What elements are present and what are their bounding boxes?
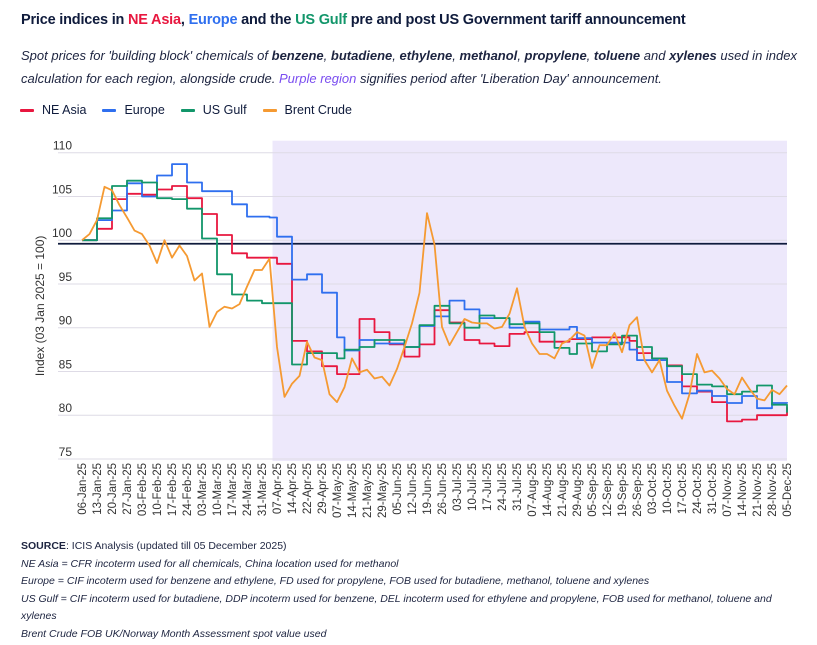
- footnote: Europe = CIF incoterm used for benzene a…: [21, 575, 650, 587]
- x-tick-label: 06-Jan-25: [77, 463, 89, 515]
- x-tick-label: 31-Jul-25: [512, 463, 524, 511]
- x-tick-label: 19-Sep-25: [617, 463, 629, 517]
- series-line-brent-crude: [81, 185, 788, 420]
- x-tick-label: 27-Jan-25: [122, 463, 134, 515]
- footnote: Brent Crude FOB UK/Norway Month Assessme…: [21, 627, 327, 640]
- y-tick-label: 75: [59, 445, 73, 459]
- x-tick-label: 03-Jul-25: [452, 463, 464, 511]
- x-tick-label: 12-Sep-25: [602, 463, 614, 517]
- legend: NE Asia Europe US Gulf Brent Crude: [20, 103, 352, 117]
- x-tick-label: 14-Apr-25: [287, 463, 299, 514]
- x-tick-label: 26-Jun-25: [437, 463, 449, 515]
- x-tick-label: 17-Mar-25: [227, 463, 239, 516]
- legend-item-ne-asia: NE Asia: [20, 103, 86, 117]
- liberation-day-shaded-region: [272, 140, 787, 461]
- legend-swatch: [180, 108, 195, 112]
- y-tick-label: 95: [59, 270, 73, 284]
- footnote: US Gulf = CIF incoterm used for butadien…: [21, 592, 772, 623]
- series-line-us-gulf: [82, 179, 788, 413]
- x-tick-label: 07-Aug-25: [527, 463, 539, 517]
- y-tick-label: 85: [59, 357, 73, 371]
- chart-subtitle: Spot prices for 'building block' chemica…: [21, 48, 797, 86]
- x-tick-label: 03-Mar-25: [197, 463, 209, 516]
- x-tick-label: 13-Jan-25: [92, 463, 104, 515]
- legend-swatch: [20, 108, 34, 112]
- legend-item-europe: Europe: [102, 103, 165, 117]
- x-tick-label: 10-Jul-25: [467, 463, 479, 511]
- x-tick-label: 29-Aug-25: [572, 463, 584, 517]
- x-tick-label: 24-Feb-25: [182, 463, 194, 516]
- x-tick-label: 10-Feb-25: [152, 463, 164, 516]
- y-tick-label: 80: [59, 401, 73, 415]
- title-ne-asia: NE Asia: [128, 12, 181, 28]
- x-tick-label: 21-Aug-25: [557, 463, 569, 517]
- x-tick-label: 05-Jun-25: [392, 463, 404, 515]
- x-tick-label: 14-May-25: [347, 463, 359, 518]
- x-tick-label: 17-Jul-25: [482, 463, 494, 511]
- x-tick-label: 24-Mar-25: [242, 463, 254, 516]
- chart-title: Price indices in NE Asia, Europe and the…: [21, 12, 686, 28]
- title-us-gulf: US Gulf: [295, 12, 347, 28]
- y-tick-label: 90: [59, 314, 73, 328]
- x-tick-label: 21-Nov-25: [752, 463, 764, 517]
- legend-item-us-gulf: US Gulf: [180, 103, 247, 117]
- x-tick-label: 24-Oct-25: [692, 463, 704, 514]
- y-tick-label: 105: [52, 182, 72, 196]
- x-tick-label: 07-Apr-25: [272, 463, 284, 514]
- x-tick-label: 12-Jun-25: [407, 463, 419, 515]
- x-tick-label: 05-Sep-25: [587, 463, 599, 517]
- x-tick-label: 03-Oct-25: [647, 463, 659, 514]
- x-tick-label: 07-May-25: [332, 463, 344, 518]
- source-line: SOURCE: ICIS Analysis (updated till 05 D…: [21, 540, 287, 552]
- footer: SOURCE: ICIS Analysis (updated till 05 D…: [21, 538, 801, 643]
- x-tick-label: 31-Oct-25: [707, 463, 719, 514]
- x-tick-label: 17-Oct-25: [677, 463, 689, 514]
- x-tick-label: 24-Jul-25: [497, 463, 509, 511]
- x-tick-label: 10-Mar-25: [212, 463, 224, 516]
- x-tick-label: 21-May-25: [362, 463, 374, 518]
- y-tick-label: 110: [53, 139, 72, 153]
- y-tick-label: 100: [52, 226, 72, 240]
- legend-swatch: [102, 108, 117, 112]
- x-tick-label: 10-Oct-25: [662, 463, 674, 514]
- y-axis-label: Index (03 Jan 2025 = 100): [33, 236, 47, 376]
- legend-item-brent-crude: Brent Crude: [262, 103, 352, 117]
- x-tick-label: 19-Jun-25: [422, 463, 434, 515]
- x-tick-label: 22-Apr-25: [302, 463, 314, 514]
- line-chart: 75 80 85 90 95 100 105 110 Index (03 Jan 2025 = …: [33, 139, 794, 518]
- x-tick-label: 29-Apr-25: [317, 463, 329, 514]
- x-tick-label: 31-Mar-25: [257, 463, 269, 516]
- x-tick-label: 20-Jan-25: [107, 463, 119, 515]
- x-tick-label: 14-Nov-25: [737, 463, 749, 517]
- purple-region-label: Purple region: [279, 71, 357, 86]
- x-tick-label: 03-Feb-25: [137, 463, 149, 516]
- x-tick-label: 28-Nov-25: [767, 463, 779, 517]
- x-tick-label: 17-Feb-25: [167, 463, 179, 516]
- x-tick-label: 26-Sep-25: [632, 463, 644, 517]
- legend-swatch: [262, 108, 277, 112]
- footnote: NE Asia = CFR incoterm used for all chem…: [21, 557, 399, 570]
- x-tick-label: 05-Dec-25: [782, 463, 794, 517]
- title-europe: Europe: [188, 12, 238, 28]
- x-tick-label: 14-Aug-25: [542, 463, 554, 517]
- x-tick-label: 29-May-25: [377, 463, 389, 518]
- x-tick-label: 07-Nov-25: [722, 463, 734, 517]
